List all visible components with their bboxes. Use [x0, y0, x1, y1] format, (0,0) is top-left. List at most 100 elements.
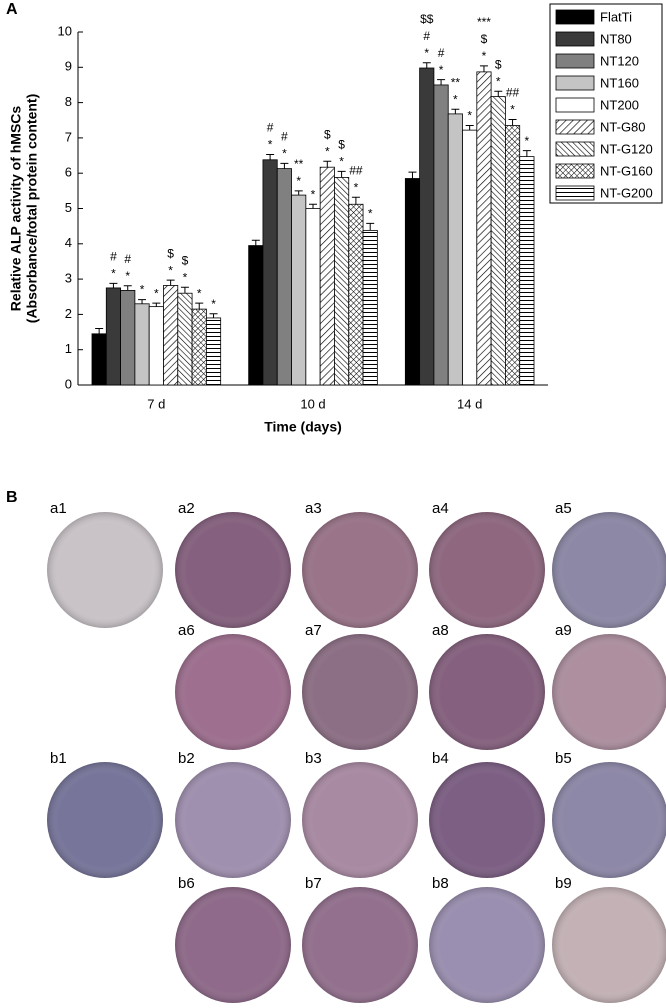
error-bar [422, 62, 431, 69]
significance-label: ** [294, 157, 304, 171]
significance-label: * [211, 297, 216, 311]
significance-label: # [423, 29, 430, 43]
significance-label: # [281, 129, 288, 143]
image-label: a2 [178, 500, 195, 517]
legend-swatch [555, 97, 595, 113]
error-bar [451, 108, 460, 114]
significance-label: * [525, 134, 530, 148]
error-bar [479, 65, 488, 72]
error-bar [522, 150, 531, 157]
dish-shade [552, 887, 666, 1003]
dish-shade [302, 762, 418, 878]
panel-label: A [6, 1, 18, 18]
significance-label: * [140, 283, 145, 297]
y-axis-label: (Absorbance/total protein content) [24, 94, 40, 323]
bar [419, 67, 435, 386]
dish-shade [552, 512, 666, 628]
dish-shade [429, 887, 545, 1003]
significance-label: * [325, 144, 330, 158]
bar [505, 125, 521, 386]
legend-swatch [555, 53, 595, 69]
error-bar [437, 79, 446, 85]
significance-label: * [510, 103, 515, 117]
image-label: b8 [432, 875, 449, 892]
image-label: b5 [555, 750, 572, 767]
bar [262, 159, 278, 386]
significance-label: ## [349, 163, 363, 177]
error-bar [123, 285, 132, 291]
bar [120, 289, 136, 386]
bar [519, 156, 535, 386]
legend-label: NT160 [600, 75, 639, 90]
significance-label: * [482, 49, 487, 63]
bar [134, 303, 150, 386]
bar [447, 113, 463, 386]
error-bar [280, 162, 289, 169]
image-label: b1 [50, 750, 67, 767]
legend-swatch [555, 163, 595, 179]
dish-shade [47, 762, 163, 878]
significance-label: * [154, 286, 159, 300]
error-bar [408, 171, 417, 179]
bar [433, 84, 449, 386]
significance-label: $ [167, 246, 174, 260]
y-tick-label: 2 [65, 306, 72, 321]
bar [276, 168, 292, 386]
significance-label: * [354, 180, 359, 194]
error-bar [323, 160, 332, 168]
significance-label: $ [338, 138, 345, 152]
y-tick-label: 5 [65, 200, 72, 215]
dish-shade [175, 634, 291, 750]
dish-shade [429, 634, 545, 750]
y-tick-label: 0 [65, 376, 72, 391]
image-label: a6 [178, 622, 195, 639]
dish-shade [302, 512, 418, 628]
error-bar [209, 313, 218, 318]
image-label: b7 [305, 875, 322, 892]
bar [163, 285, 179, 386]
bar [91, 333, 107, 386]
image-label: b6 [178, 875, 195, 892]
error-bar [152, 302, 161, 307]
error-bar [138, 299, 147, 304]
significance-label: * [439, 63, 444, 77]
y-tick-label: 3 [65, 271, 72, 286]
dish-shade [47, 512, 163, 628]
significance-label: * [282, 146, 287, 160]
error-bar [180, 286, 189, 294]
bar [476, 71, 492, 386]
bar [148, 306, 164, 386]
error-bar [266, 153, 275, 160]
legend-swatch [555, 75, 595, 91]
legend-label: NT-G120 [600, 141, 653, 156]
significance-label: * [168, 263, 173, 277]
image-label: a8 [432, 622, 449, 639]
significance-label: * [339, 155, 344, 169]
bar [404, 178, 421, 386]
bar [319, 166, 335, 386]
error-bar [166, 279, 175, 286]
y-axis-label: Relative ALP activity of hMSCs [8, 106, 24, 312]
significance-label: $$ [420, 12, 434, 26]
x-tick-label: 14 d [457, 396, 482, 411]
error-bar [337, 170, 346, 178]
error-bar [95, 328, 104, 334]
significance-label: * [197, 286, 202, 300]
error-bar [465, 125, 474, 131]
dish-shade [175, 762, 291, 878]
y-tick-label: 1 [65, 341, 72, 356]
dish-shade [175, 887, 291, 1003]
legend-label: NT80 [600, 31, 632, 46]
image-label: a5 [555, 500, 572, 517]
dish-shade [429, 762, 545, 878]
legend-label: FlatTi [600, 9, 632, 24]
dish-shade [302, 887, 418, 1003]
legend-label: NT120 [600, 53, 639, 68]
significance-label: * [453, 92, 458, 106]
y-tick-label: 8 [65, 94, 72, 109]
bar [305, 208, 321, 386]
bar [490, 96, 506, 386]
significance-label: * [496, 74, 501, 88]
dish-shade [302, 634, 418, 750]
significance-label: * [311, 187, 316, 201]
